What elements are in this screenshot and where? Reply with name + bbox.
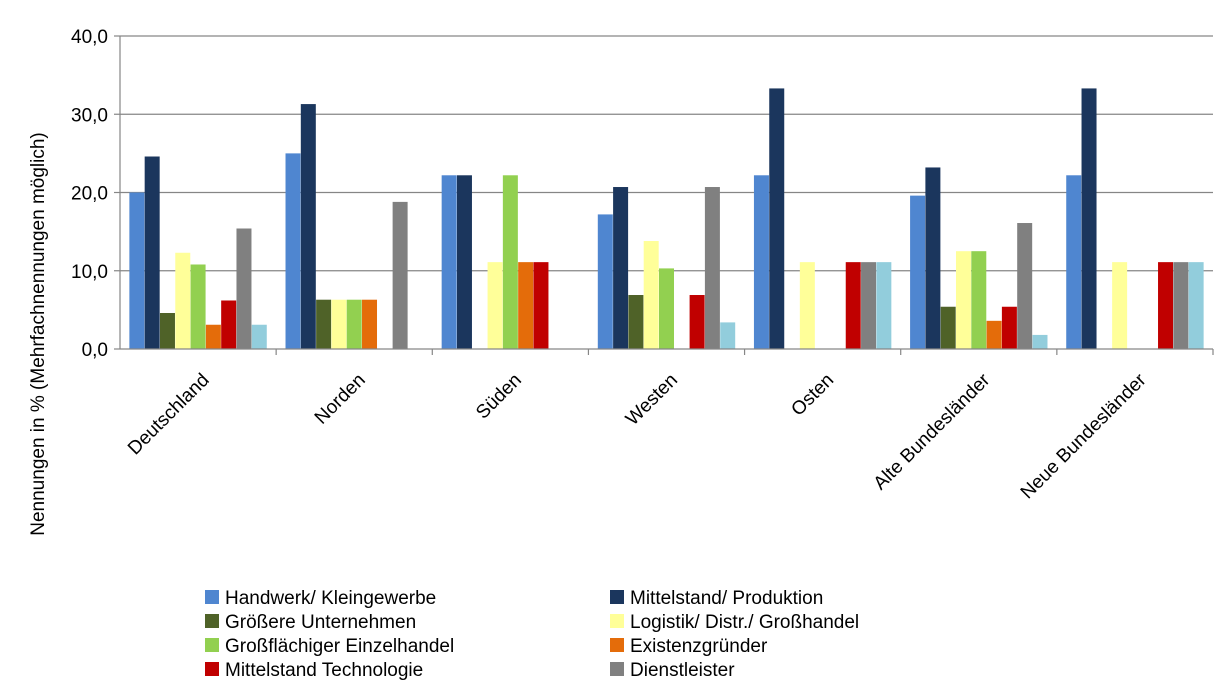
bar — [876, 262, 892, 349]
bar — [659, 268, 674, 349]
x-category-label: Westen — [622, 370, 682, 430]
bar — [1188, 262, 1204, 349]
legend-label: Größere Unternehmen — [225, 612, 416, 633]
bar — [129, 192, 145, 349]
bar — [720, 322, 736, 349]
bar — [221, 300, 237, 349]
bar — [1017, 223, 1033, 349]
bar — [144, 156, 160, 349]
bar — [986, 320, 1002, 349]
legend-swatch — [610, 590, 624, 604]
bars — [129, 88, 1204, 350]
bar — [925, 167, 941, 349]
y-tick-label: 40,0 — [71, 27, 108, 48]
legend-swatch — [610, 614, 624, 628]
bar — [331, 299, 347, 349]
bar — [1032, 334, 1048, 349]
legend-label: Mittelstand Technologie — [225, 660, 423, 681]
bar — [175, 252, 191, 349]
bar — [1173, 262, 1189, 349]
bar — [456, 175, 472, 349]
bar — [518, 262, 534, 349]
bar — [910, 195, 926, 349]
bar — [1081, 88, 1097, 350]
bar — [769, 88, 785, 350]
bar — [502, 175, 518, 349]
bar — [300, 104, 316, 349]
x-category-label: Alte Bundesländer — [870, 369, 995, 494]
bar — [346, 299, 362, 349]
bar — [971, 251, 987, 349]
legend-label: Logistik/ Distr./ Großhandel — [630, 612, 859, 633]
x-category-label: Deutschland — [124, 370, 214, 460]
legend-swatch — [205, 638, 219, 652]
x-category-label: Neue Bundesländer — [1017, 369, 1151, 503]
bar — [1001, 306, 1017, 349]
bar — [955, 251, 971, 349]
y-tick-label: 0,0 — [82, 340, 108, 361]
legend-swatch — [610, 638, 624, 652]
bar — [1158, 262, 1174, 349]
bar — [316, 299, 332, 349]
y-axis-title: Nennungen in % (Mehrfachnennungen möglic… — [28, 132, 49, 535]
bar — [940, 306, 956, 349]
legend-swatch — [205, 590, 219, 604]
bar — [251, 324, 267, 349]
bar — [799, 262, 815, 349]
legend-label: Dienstleister — [630, 660, 735, 681]
bar — [159, 313, 175, 349]
bar — [285, 153, 301, 349]
bar — [362, 299, 378, 349]
bar — [861, 262, 877, 349]
bar — [628, 295, 644, 349]
legend: Handwerk/ Kleingewerbe Mittelstand/ Produ… — [205, 588, 859, 681]
bar — [689, 295, 705, 349]
y-tick-label: 20,0 — [71, 184, 108, 205]
x-category-label: Osten — [787, 370, 838, 421]
bar — [392, 201, 408, 349]
legend-label: Handwerk/ Kleingewerbe — [225, 588, 436, 609]
y-tick-label: 30,0 — [71, 105, 108, 126]
bar — [487, 262, 503, 349]
bar — [845, 262, 861, 349]
bar — [613, 187, 629, 349]
legend-swatch — [205, 662, 219, 676]
legend-swatch — [610, 662, 624, 676]
bar — [533, 262, 549, 349]
bar — [704, 187, 720, 349]
y-tick-label: 10,0 — [71, 262, 108, 283]
bar — [1066, 175, 1082, 349]
gridlines — [120, 35, 1213, 272]
bar — [441, 175, 457, 349]
bar — [643, 241, 659, 349]
bar — [597, 214, 613, 349]
legend-label: Mittelstand/ Produktion — [630, 588, 823, 609]
bar — [205, 324, 221, 349]
legend-label: Existenzgründer — [630, 636, 768, 657]
bar — [1112, 262, 1128, 349]
bar — [236, 228, 252, 349]
legend-label: Großflächiger Einzelhandel — [225, 636, 454, 657]
bar — [753, 175, 769, 349]
x-category-label: Süden — [472, 370, 526, 424]
bar — [190, 264, 206, 349]
x-category-label: Norden — [311, 370, 370, 429]
legend-swatch — [205, 614, 219, 628]
